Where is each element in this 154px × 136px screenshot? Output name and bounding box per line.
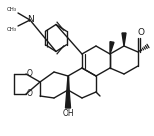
Polygon shape	[122, 33, 126, 46]
Text: OH: OH	[62, 109, 74, 118]
Text: O: O	[27, 89, 33, 98]
Polygon shape	[65, 76, 71, 108]
Text: CH₃: CH₃	[7, 7, 17, 12]
Text: O: O	[27, 69, 33, 78]
Polygon shape	[110, 42, 114, 54]
Text: CH₃: CH₃	[7, 27, 17, 32]
Text: O: O	[138, 28, 144, 37]
Text: N: N	[27, 16, 33, 24]
